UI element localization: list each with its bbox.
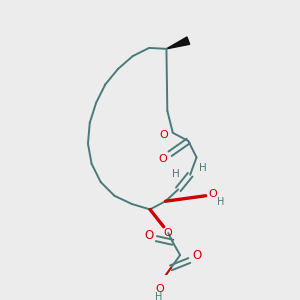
Text: O: O [158, 154, 167, 164]
Text: H: H [172, 169, 179, 179]
Polygon shape [167, 37, 190, 49]
Text: H: H [218, 197, 225, 207]
Text: O: O [164, 228, 172, 238]
Text: H: H [199, 164, 207, 173]
Text: O: O [145, 230, 154, 242]
Text: O: O [208, 189, 217, 199]
Text: H: H [154, 292, 162, 300]
Text: O: O [156, 284, 164, 294]
Text: O: O [159, 130, 168, 140]
Text: O: O [192, 250, 201, 262]
